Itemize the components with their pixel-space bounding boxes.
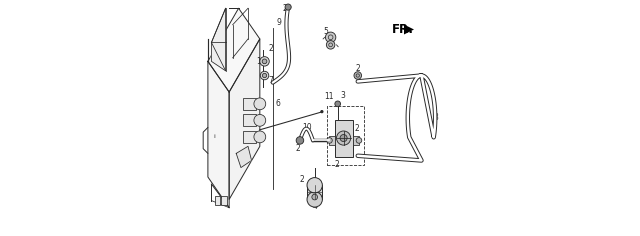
Text: 2: 2 bbox=[283, 4, 287, 13]
Circle shape bbox=[307, 177, 323, 193]
Circle shape bbox=[260, 71, 269, 80]
Text: 2: 2 bbox=[268, 44, 273, 53]
Text: 4: 4 bbox=[312, 202, 317, 211]
Circle shape bbox=[326, 138, 332, 143]
Polygon shape bbox=[211, 8, 226, 71]
Circle shape bbox=[262, 59, 267, 64]
Circle shape bbox=[254, 98, 266, 110]
Text: FR.: FR. bbox=[392, 23, 414, 36]
Circle shape bbox=[307, 192, 323, 207]
Text: 7: 7 bbox=[268, 76, 273, 85]
Text: 9: 9 bbox=[277, 18, 282, 27]
Polygon shape bbox=[208, 8, 260, 92]
Circle shape bbox=[335, 101, 340, 107]
Bar bbox=[327, 106, 364, 165]
Text: 6: 6 bbox=[275, 99, 280, 108]
Circle shape bbox=[326, 41, 335, 49]
Text: 2: 2 bbox=[334, 160, 339, 169]
Circle shape bbox=[320, 110, 324, 113]
Circle shape bbox=[340, 135, 347, 142]
Bar bbox=[307, 185, 323, 199]
Circle shape bbox=[312, 194, 317, 200]
Polygon shape bbox=[229, 39, 260, 199]
Polygon shape bbox=[208, 61, 229, 208]
Text: 1: 1 bbox=[256, 57, 260, 66]
Circle shape bbox=[325, 32, 336, 42]
Circle shape bbox=[254, 114, 266, 126]
Bar bbox=[353, 136, 359, 145]
Circle shape bbox=[262, 73, 267, 78]
Bar bbox=[330, 136, 335, 145]
Bar bbox=[215, 196, 220, 205]
Circle shape bbox=[254, 131, 266, 143]
Text: 10: 10 bbox=[302, 123, 312, 132]
Polygon shape bbox=[236, 146, 252, 168]
Circle shape bbox=[356, 138, 362, 143]
Bar bbox=[243, 98, 256, 110]
Text: i: i bbox=[213, 134, 214, 139]
Text: 2: 2 bbox=[296, 144, 301, 153]
Circle shape bbox=[260, 57, 269, 66]
Text: 3: 3 bbox=[340, 91, 345, 100]
Circle shape bbox=[285, 4, 291, 10]
Text: 5: 5 bbox=[323, 27, 328, 36]
Text: 2: 2 bbox=[300, 175, 305, 184]
Bar bbox=[243, 131, 256, 143]
Text: 11: 11 bbox=[324, 92, 333, 101]
Circle shape bbox=[296, 137, 304, 144]
Bar bbox=[243, 114, 256, 126]
Circle shape bbox=[337, 131, 351, 145]
Bar bbox=[221, 196, 227, 205]
Text: 8: 8 bbox=[433, 114, 438, 122]
Bar bbox=[335, 120, 353, 157]
Text: 2: 2 bbox=[355, 124, 360, 133]
Circle shape bbox=[354, 72, 362, 79]
Text: 2: 2 bbox=[355, 64, 360, 73]
